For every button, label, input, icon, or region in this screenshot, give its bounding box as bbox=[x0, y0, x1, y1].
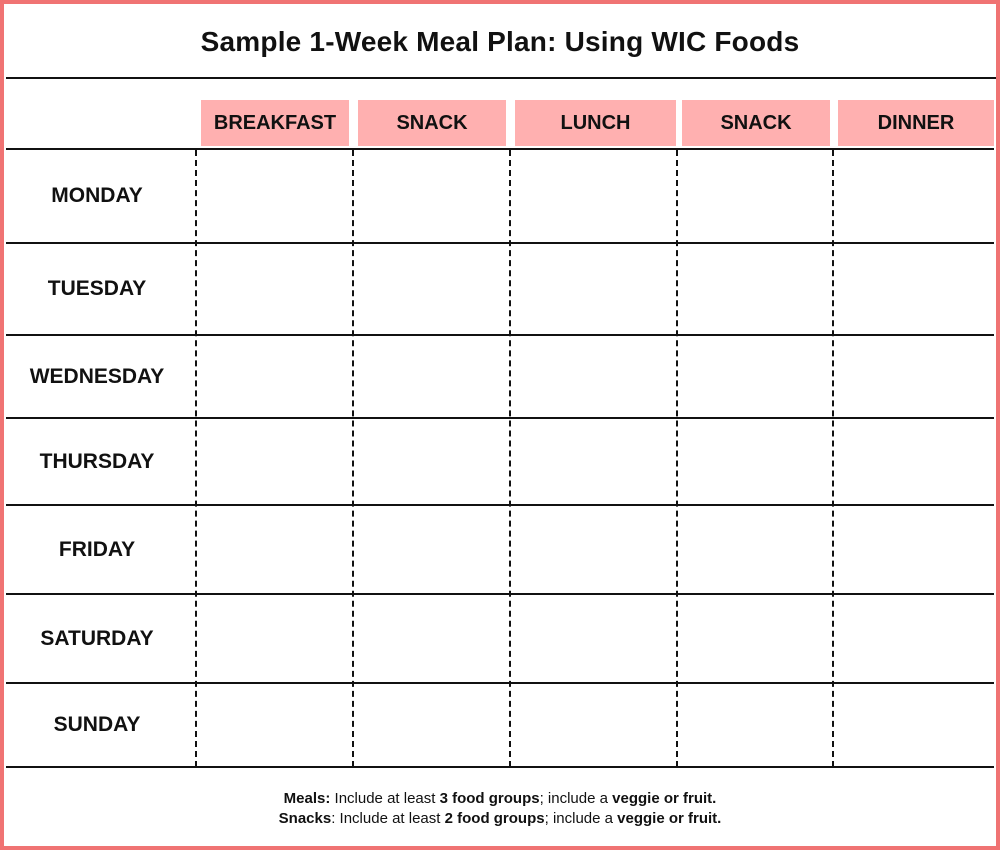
day-label-wednesday: WEDNESDAY bbox=[29, 364, 165, 388]
meal-header-breakfast: BREAKFAST bbox=[201, 100, 349, 146]
row-divider bbox=[6, 242, 994, 244]
day-label-tuesday: TUESDAY bbox=[47, 277, 147, 300]
day-label-monday: MONDAY bbox=[51, 184, 143, 207]
row-divider bbox=[6, 593, 994, 595]
column-divider bbox=[509, 150, 511, 767]
day-label-thursday: THURSDAY bbox=[39, 449, 155, 473]
footer-meals-label: Meals: bbox=[283, 790, 331, 807]
day-label-friday: FRIDAY bbox=[58, 537, 136, 561]
footer-meals-food-groups: 3 food groups bbox=[439, 790, 540, 807]
meal-header-dinner: DINNER bbox=[838, 100, 994, 146]
footer-snacks-food-groups: 2 food groups bbox=[444, 810, 545, 827]
row-divider bbox=[6, 417, 994, 419]
meal-header-snack-1: SNACK bbox=[358, 100, 506, 146]
row-divider bbox=[6, 504, 994, 506]
footer-meals-veggie: veggie or fruit. bbox=[612, 790, 717, 807]
meal-header-snack-2: SNACK bbox=[682, 100, 830, 146]
meal-header-lunch: LUNCH bbox=[515, 100, 676, 146]
footer-snacks-text: ; include a bbox=[544, 810, 618, 827]
table-bottom-divider bbox=[6, 766, 994, 768]
column-divider bbox=[352, 150, 354, 767]
day-label-saturday: SATURDAY bbox=[40, 626, 154, 650]
row-divider bbox=[6, 682, 994, 684]
column-divider bbox=[832, 150, 834, 767]
footer-meals-text: Include at least bbox=[330, 790, 440, 807]
title-divider bbox=[6, 77, 996, 79]
footer-snacks-veggie: veggie or fruit. bbox=[617, 810, 722, 827]
row-divider bbox=[6, 334, 994, 336]
footer-meals-text: ; include a bbox=[539, 790, 613, 807]
column-divider bbox=[195, 150, 197, 767]
day-label-sunday: SUNDAY bbox=[53, 713, 141, 736]
footer-meals-note: Meals: Include at least 3 food groups; i… bbox=[4, 790, 996, 807]
footer-snacks-note: Snacks: Include at least 2 food groups; … bbox=[4, 810, 996, 827]
header-divider bbox=[6, 148, 994, 150]
footer-snacks-label: Snacks bbox=[278, 810, 332, 827]
page-title: Sample 1-Week Meal Plan: Using WIC Foods bbox=[200, 26, 800, 57]
column-divider bbox=[676, 150, 678, 767]
footer-snacks-text: : Include at least bbox=[331, 810, 445, 827]
